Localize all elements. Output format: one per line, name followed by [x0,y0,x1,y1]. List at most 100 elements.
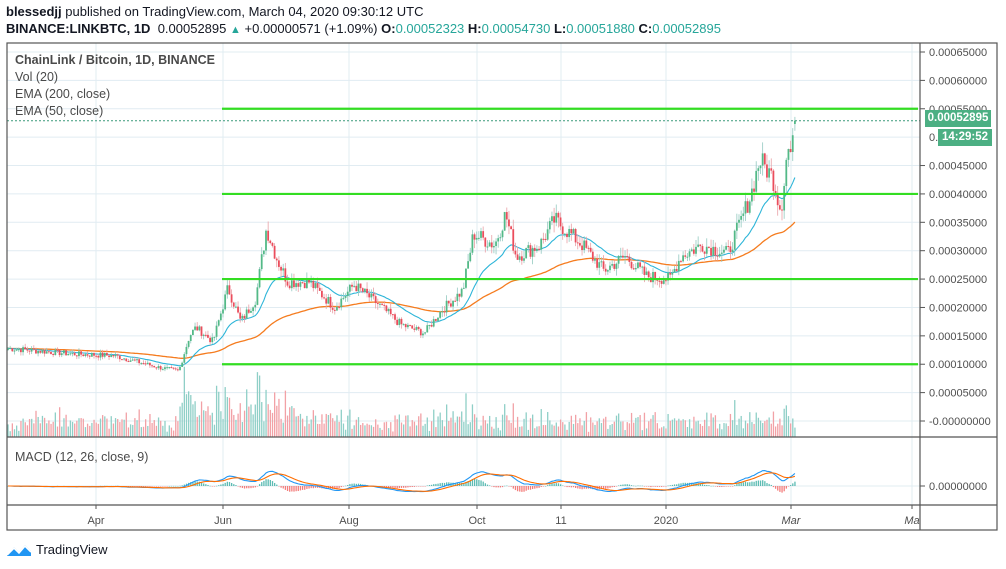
macd-histogram-bar [783,486,785,492]
up-triangle-icon: ▲ [230,24,241,36]
candle-body [372,293,375,297]
volume-bar [351,428,353,437]
candle-body [622,255,624,258]
macd-histogram-bar [727,486,729,487]
macd-histogram-bar [387,486,390,488]
volume-bar [435,427,437,437]
volume-bar [274,392,276,437]
macd-histogram-bar [626,484,628,486]
ema-50-line [8,177,796,367]
candle-body [742,213,745,216]
macd-histogram-bar [396,486,398,489]
macd-histogram-bar [680,483,682,486]
candle-body [652,271,654,283]
macd-histogram-bar [547,485,549,486]
macd-histogram-bar [544,485,547,487]
volume-bar [463,421,465,437]
macd-histogram-bar [583,486,585,489]
candle-body [170,367,173,369]
candle-body [402,324,405,326]
candle-body [374,296,377,303]
volume-bar [20,421,22,437]
macd-histogram-bar [231,482,233,486]
volume-bar [263,421,265,437]
volume-bar [446,404,448,437]
volume-bar [772,411,775,437]
candle-body [245,309,248,319]
legend-volume[interactable]: Vol (20) [15,70,59,84]
volume-bar [519,426,521,437]
volume-bar [209,415,211,437]
macd-histogram-bar [312,486,314,489]
volume-bar [783,408,785,437]
candle-body [695,246,697,254]
volume-bar [583,420,585,437]
candle-body [495,241,497,247]
volume-bar [538,426,540,437]
macd-histogram-bar [151,486,153,487]
candle-body [252,307,254,311]
volume-bar [506,415,508,437]
macd-histogram-bar [495,486,497,488]
candle-body [144,363,147,365]
macd-histogram-bar [168,485,170,487]
volume-bar [188,391,190,437]
legend-ema-50[interactable]: EMA (50, close) [15,104,104,118]
macd-histogram-bar [714,486,717,487]
footer-brand[interactable]: TradingView [6,542,108,557]
macd-histogram-bar [439,483,441,486]
candle-body [282,268,285,271]
macd-histogram-bar [134,486,136,487]
macd-histogram-bar [618,485,620,486]
candle-body [482,231,485,238]
volume-bar [635,417,637,437]
candle-body [682,255,684,262]
macd-histogram-bar [615,486,618,487]
volume-bar [233,414,235,437]
volume-bar [211,412,213,437]
macd-histogram-bar [579,486,581,489]
macd-histogram-bar [585,486,588,489]
candle-body [24,347,27,350]
candle-body [727,246,730,248]
volume-bar [119,422,121,437]
macd-histogram-bar [480,480,482,486]
volume-bar [605,416,607,437]
volume-bar [684,420,686,437]
macd-histogram-bar [297,486,299,492]
volume-bar [286,415,289,437]
candle-body [626,256,629,258]
macd-histogram-bar [482,481,484,486]
macd-histogram-bar [650,486,652,488]
candle-body [80,351,82,355]
macd-histogram-bar [577,486,579,489]
volume-bar [467,424,469,437]
volume-bar [618,413,620,437]
candle-body [366,288,368,294]
macd-histogram-bar [405,486,407,488]
volume-bar [28,419,31,437]
macd-histogram-bar [353,483,355,486]
volume-bar [228,397,231,437]
volume-bar [168,425,170,437]
candle-body [503,212,506,231]
candle-body [200,326,203,336]
legend-ema-200[interactable]: EMA (200, close) [15,87,111,101]
macd-histogram-bar [620,484,622,486]
volume-bar [602,418,605,437]
macd-histogram-bar [454,482,456,486]
candle-body [525,248,528,259]
volume-bar [544,425,547,437]
author-name[interactable]: blessedjj [6,4,62,19]
macd-histogram-bar [605,486,607,489]
volume-bar [123,419,125,437]
candle-body [267,230,270,241]
volume-bar [97,423,99,437]
volume-bar [405,415,407,437]
macd-legend[interactable]: MACD (12, 26, close, 9) [15,450,149,464]
volume-bar [489,415,491,437]
candle-body [538,248,540,250]
candle-body [632,268,635,270]
macd-histogram-bar [129,486,132,487]
